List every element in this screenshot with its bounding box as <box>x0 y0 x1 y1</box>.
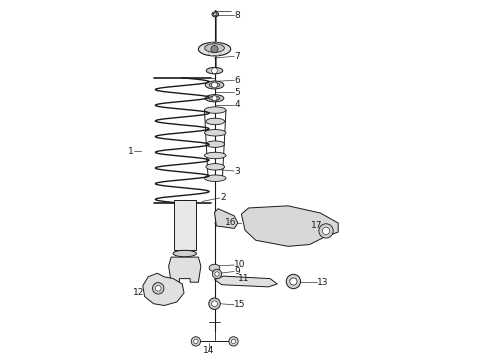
Circle shape <box>290 278 297 285</box>
Text: 6: 6 <box>234 76 240 85</box>
Ellipse shape <box>205 95 224 102</box>
Ellipse shape <box>206 67 223 74</box>
Circle shape <box>209 298 221 310</box>
Circle shape <box>212 68 218 73</box>
Circle shape <box>212 301 218 307</box>
Ellipse shape <box>209 83 220 87</box>
Ellipse shape <box>209 96 220 100</box>
Ellipse shape <box>206 141 224 147</box>
Ellipse shape <box>204 175 226 181</box>
Circle shape <box>319 224 333 238</box>
Ellipse shape <box>206 164 224 170</box>
Circle shape <box>155 285 161 291</box>
Polygon shape <box>169 257 201 282</box>
Polygon shape <box>174 200 196 250</box>
Text: 13: 13 <box>317 278 328 287</box>
Text: 16: 16 <box>225 218 237 227</box>
Ellipse shape <box>173 250 196 257</box>
Ellipse shape <box>204 130 226 136</box>
Circle shape <box>212 96 217 101</box>
Circle shape <box>215 272 219 276</box>
Text: 7: 7 <box>234 52 240 61</box>
Text: 8: 8 <box>234 10 240 19</box>
Circle shape <box>286 274 300 289</box>
Circle shape <box>212 82 218 88</box>
Polygon shape <box>242 206 338 246</box>
Text: 10: 10 <box>234 261 246 270</box>
Circle shape <box>152 283 164 294</box>
Circle shape <box>322 227 330 234</box>
Circle shape <box>191 337 200 346</box>
Ellipse shape <box>214 13 217 16</box>
Ellipse shape <box>206 118 224 125</box>
Polygon shape <box>215 209 238 228</box>
Ellipse shape <box>205 81 224 89</box>
Text: 2: 2 <box>220 193 225 202</box>
Text: 1: 1 <box>128 147 134 156</box>
Text: 5: 5 <box>234 87 240 96</box>
Ellipse shape <box>204 107 226 113</box>
Polygon shape <box>215 276 277 287</box>
Circle shape <box>229 337 238 346</box>
Circle shape <box>212 269 221 279</box>
Circle shape <box>211 45 218 53</box>
Ellipse shape <box>212 12 219 17</box>
Text: 14: 14 <box>203 346 215 355</box>
Text: 4: 4 <box>234 100 240 109</box>
Text: 9: 9 <box>234 267 240 276</box>
Ellipse shape <box>198 42 231 56</box>
Ellipse shape <box>209 264 220 271</box>
Ellipse shape <box>205 44 224 52</box>
Text: 11: 11 <box>238 274 249 283</box>
Circle shape <box>194 339 198 343</box>
Text: 17: 17 <box>311 221 323 230</box>
Text: 12: 12 <box>133 288 145 297</box>
Polygon shape <box>143 273 184 306</box>
Circle shape <box>231 339 236 343</box>
Text: 15: 15 <box>234 300 246 309</box>
Text: 3: 3 <box>234 167 240 176</box>
Ellipse shape <box>204 152 226 159</box>
